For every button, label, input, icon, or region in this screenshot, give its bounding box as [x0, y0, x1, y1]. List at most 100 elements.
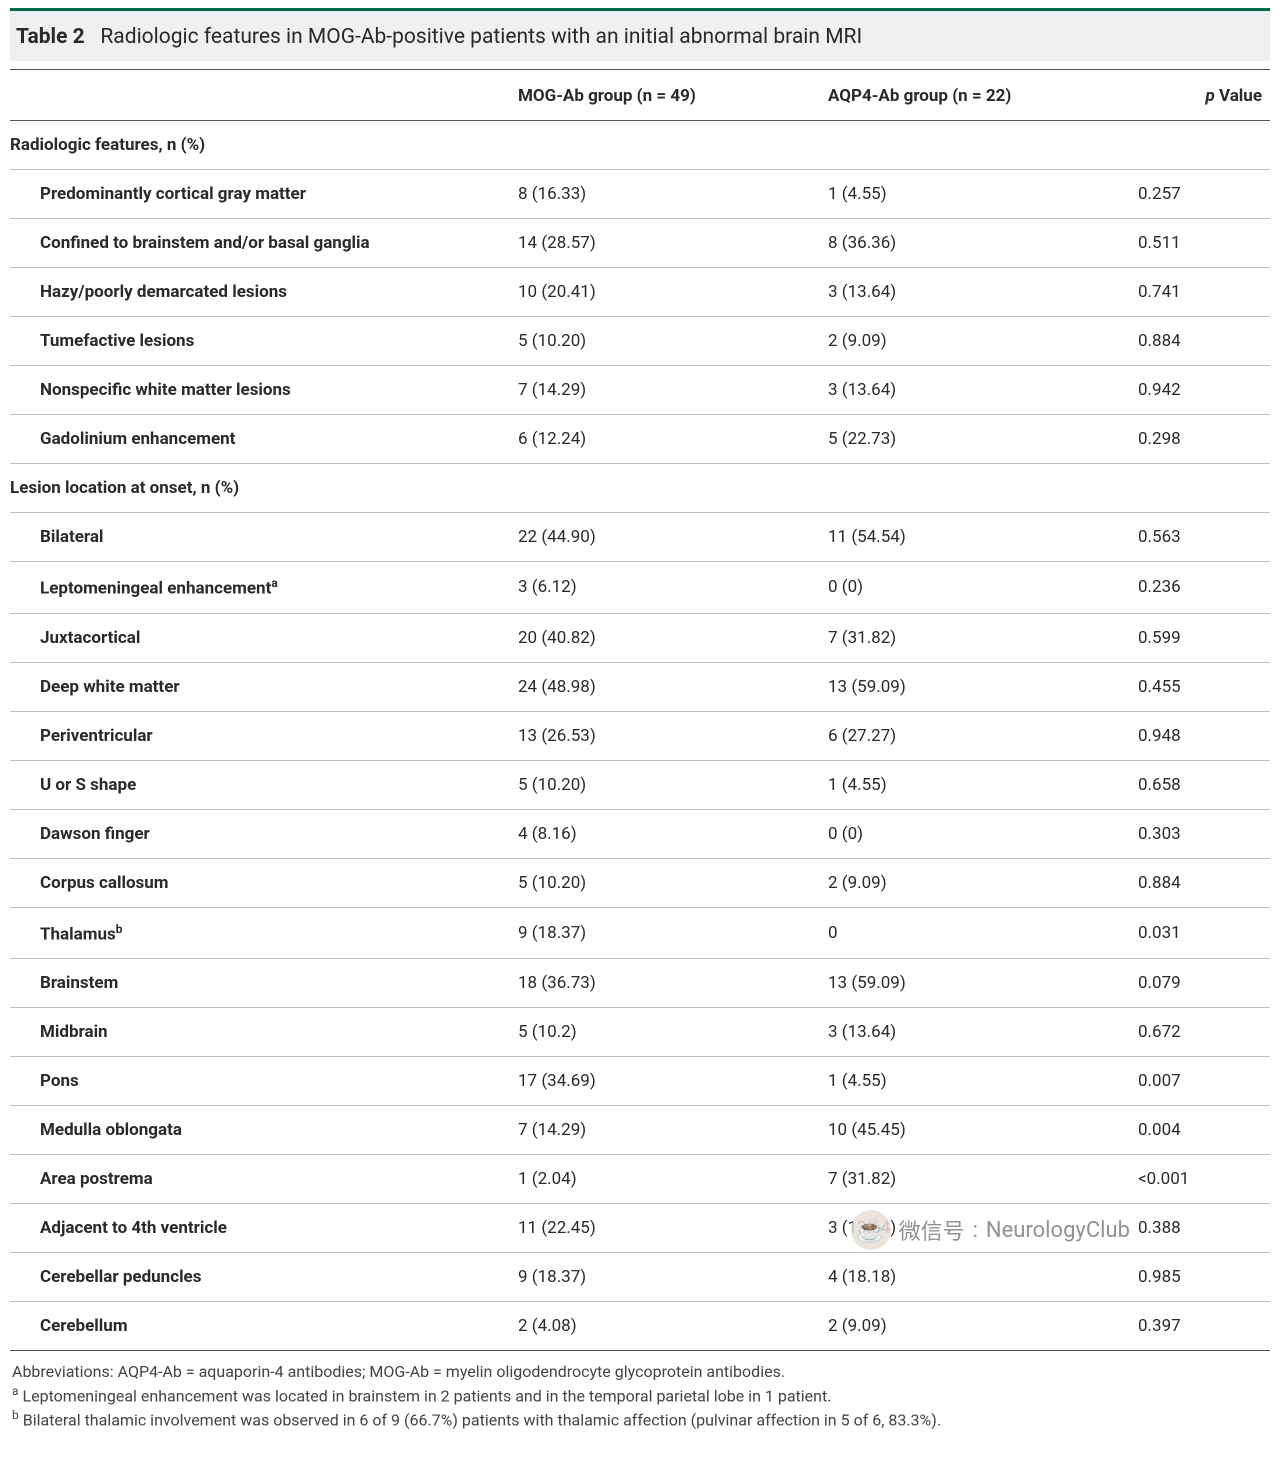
table-row: Confined to brainstem and/or basal gangl… — [10, 219, 1270, 268]
cell-mog: 20 (40.82) — [510, 613, 820, 662]
row-label-sup: b — [116, 922, 123, 936]
row-label: Gadolinium enhancement — [10, 415, 510, 464]
table-row: Nonspecific white matter lesions7 (14.29… — [10, 366, 1270, 415]
table-row: Tumefactive lesions5 (10.20)2 (9.09)0.88… — [10, 317, 1270, 366]
data-table: MOG-Ab group (n = 49) AQP4-Ab group (n =… — [10, 69, 1270, 1351]
table-title-text: Radiologic features in MOG-Ab-positive p… — [100, 25, 862, 49]
cell-pvalue: 0.298 — [1130, 415, 1270, 464]
cell-aqp: 3 (13.64) — [820, 268, 1130, 317]
row-label: Adjacent to 4th ventricle — [10, 1204, 510, 1253]
footnotes: Abbreviations: AQP4-Ab = aquaporin-4 ant… — [10, 1351, 1270, 1430]
table-row: Juxtacortical20 (40.82)7 (31.82)0.599 — [10, 613, 1270, 662]
cell-pvalue: 0.948 — [1130, 711, 1270, 760]
cell-pvalue: 0.079 — [1130, 959, 1270, 1008]
cell-aqp: 5 (22.73) — [820, 415, 1130, 464]
watermark: ☕ 微信号 : NeurologyClub — [851, 1210, 1130, 1250]
row-label: Cerebellum — [10, 1302, 510, 1351]
row-label: Confined to brainstem and/or basal gangl… — [10, 219, 510, 268]
row-label: Nonspecific white matter lesions — [10, 366, 510, 415]
header-mog: MOG-Ab group (n = 49) — [510, 70, 820, 121]
header-spacer — [10, 70, 510, 121]
row-label: Tumefactive lesions — [10, 317, 510, 366]
cell-mog: 7 (14.29) — [510, 366, 820, 415]
table-row: Brainstem18 (36.73)13 (59.09)0.079 — [10, 959, 1270, 1008]
cell-pvalue: 0.741 — [1130, 268, 1270, 317]
watermark-value: NeurologyClub — [986, 1218, 1130, 1243]
row-label: Deep white matter — [10, 662, 510, 711]
row-label: Dawson finger — [10, 809, 510, 858]
cell-aqp: 8 (36.36) — [820, 219, 1130, 268]
row-label-sup: a — [271, 576, 277, 590]
header-pvalue: p Value — [1130, 70, 1270, 121]
row-label: U or S shape — [10, 760, 510, 809]
cell-aqp: 7 (31.82) — [820, 1155, 1130, 1204]
table-row: Medulla oblongata7 (14.29)10 (45.45)0.00… — [10, 1106, 1270, 1155]
cell-aqp: 0 — [820, 907, 1130, 959]
cell-aqp: 1 (4.55) — [820, 760, 1130, 809]
header-pvalue-italic: p — [1205, 86, 1214, 106]
cell-pvalue: 0.388 — [1130, 1204, 1270, 1253]
cell-mog: 6 (12.24) — [510, 415, 820, 464]
cell-mog: 7 (14.29) — [510, 1106, 820, 1155]
cell-pvalue: 0.007 — [1130, 1057, 1270, 1106]
row-label: Thalamusb — [10, 907, 510, 959]
row-label: Hazy/poorly demarcated lesions — [10, 268, 510, 317]
table-row: Midbrain5 (10.2)3 (13.64)0.672 — [10, 1008, 1270, 1057]
cell-mog: 5 (10.20) — [510, 858, 820, 907]
cell-aqp: 2 (9.09) — [820, 858, 1130, 907]
cell-pvalue: <0.001 — [1130, 1155, 1270, 1204]
cell-mog: 5 (10.20) — [510, 317, 820, 366]
cell-pvalue: 0.303 — [1130, 809, 1270, 858]
cell-mog: 5 (10.2) — [510, 1008, 820, 1057]
table-row: Thalamusb9 (18.37)00.031 — [10, 907, 1270, 959]
table-row: Cerebellum2 (4.08)2 (9.09)0.397 — [10, 1302, 1270, 1351]
section-heading-row: Radiologic features, n (%) — [10, 121, 1270, 170]
table-row: Pons17 (34.69)1 (4.55)0.007 — [10, 1057, 1270, 1106]
table-row: Predominantly cortical gray matter8 (16.… — [10, 170, 1270, 219]
cell-pvalue: 0.985 — [1130, 1253, 1270, 1302]
cell-aqp: 1 (4.55) — [820, 170, 1130, 219]
table-row: Leptomeningeal enhancementa3 (6.12)0 (0)… — [10, 562, 1270, 614]
cell-aqp: 0 (0) — [820, 809, 1130, 858]
section-heading: Lesion location at onset, n (%) — [10, 464, 1270, 513]
cell-mog: 2 (4.08) — [510, 1302, 820, 1351]
row-label: Cerebellar peduncles — [10, 1253, 510, 1302]
table-row: Dawson finger4 (8.16)0 (0)0.303 — [10, 809, 1270, 858]
row-label: Brainstem — [10, 959, 510, 1008]
cell-pvalue: 0.511 — [1130, 219, 1270, 268]
cell-pvalue: 0.942 — [1130, 366, 1270, 415]
cell-mog: 1 (2.04) — [510, 1155, 820, 1204]
cell-pvalue: 0.884 — [1130, 858, 1270, 907]
table-title: Table 2 Radiologic features in MOG-Ab-po… — [10, 8, 1270, 61]
cell-aqp: 6 (27.27) — [820, 711, 1130, 760]
cell-pvalue: 0.031 — [1130, 907, 1270, 959]
cell-mog: 11 (22.45) — [510, 1204, 820, 1253]
row-label: Predominantly cortical gray matter — [10, 170, 510, 219]
cell-mog: 9 (18.37) — [510, 1253, 820, 1302]
table-row: Cerebellar peduncles9 (18.37)4 (18.18)0.… — [10, 1253, 1270, 1302]
row-label: Midbrain — [10, 1008, 510, 1057]
cell-pvalue: 0.004 — [1130, 1106, 1270, 1155]
cell-pvalue: 0.658 — [1130, 760, 1270, 809]
header-row: MOG-Ab group (n = 49) AQP4-Ab group (n =… — [10, 70, 1270, 121]
cell-pvalue: 0.884 — [1130, 317, 1270, 366]
cell-mog: 22 (44.90) — [510, 513, 820, 562]
table-row: U or S shape5 (10.20)1 (4.55)0.658 — [10, 760, 1270, 809]
cell-pvalue: 0.397 — [1130, 1302, 1270, 1351]
cell-pvalue: 0.236 — [1130, 562, 1270, 614]
cell-pvalue: 0.599 — [1130, 613, 1270, 662]
cell-aqp: 0 (0) — [820, 562, 1130, 614]
cell-mog: 9 (18.37) — [510, 907, 820, 959]
row-label: Periventricular — [10, 711, 510, 760]
cell-mog: 3 (6.12) — [510, 562, 820, 614]
footnote-b: b Bilateral thalamic involvement was obs… — [12, 1407, 1266, 1431]
table-title-prefix: Table 2 — [16, 25, 85, 49]
cell-aqp: 13 (59.09) — [820, 662, 1130, 711]
cell-aqp: 3 (13.64) — [820, 1008, 1130, 1057]
section-heading-row: Lesion location at onset, n (%) — [10, 464, 1270, 513]
table-row: Periventricular13 (26.53)6 (27.27)0.948 — [10, 711, 1270, 760]
table-row: Area postrema1 (2.04)7 (31.82)<0.001 — [10, 1155, 1270, 1204]
cell-mog: 5 (10.20) — [510, 760, 820, 809]
cell-mog: 8 (16.33) — [510, 170, 820, 219]
cell-aqp: 7 (31.82) — [820, 613, 1130, 662]
